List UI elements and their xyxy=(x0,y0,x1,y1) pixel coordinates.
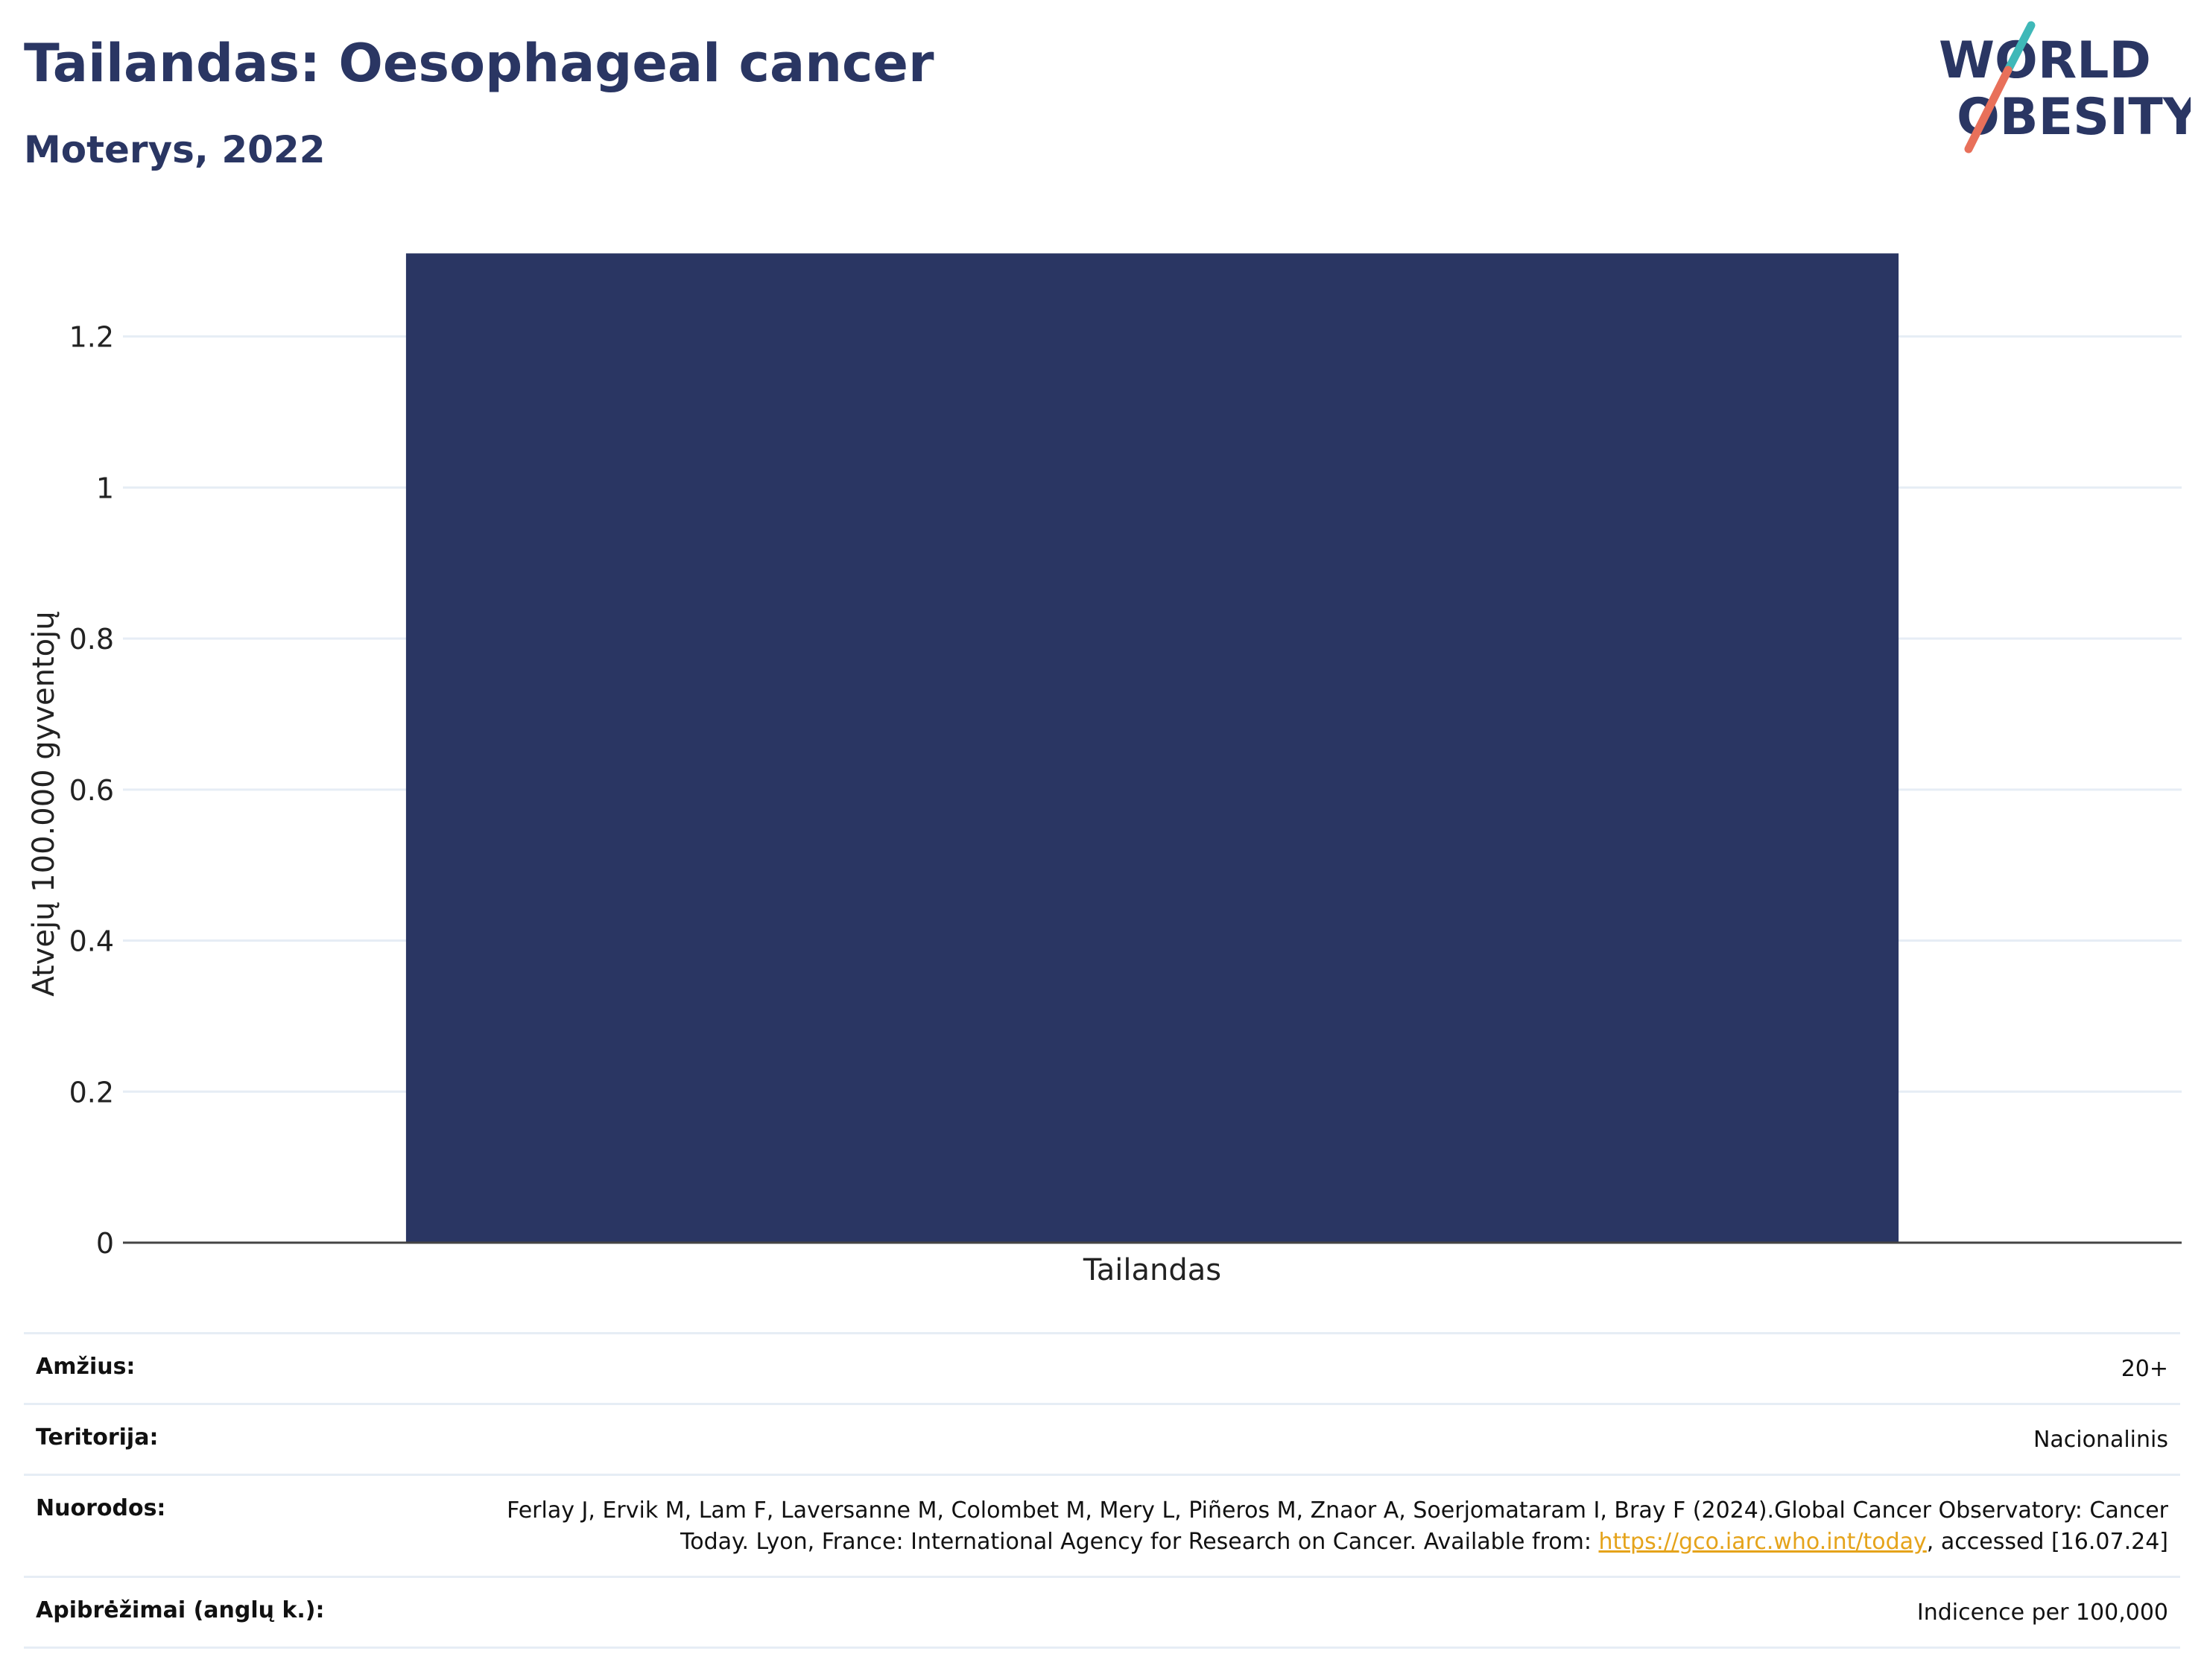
info-row-territory: Teritorija: Nacionalinis xyxy=(24,1403,2180,1474)
y-tick-label: 0.4 xyxy=(69,925,114,958)
territory-label: Teritorija: xyxy=(36,1424,159,1451)
page-title: Tailandas: Oesophageal cancer xyxy=(24,33,934,94)
y-tick-label: 1.2 xyxy=(69,321,114,354)
y-tick-label: 1 xyxy=(96,472,114,504)
x-tick-label: Tailandas xyxy=(1083,1253,1221,1287)
logo-word-1: WORLD xyxy=(1939,31,2151,90)
logo-slash-coral xyxy=(1964,66,2013,153)
y-tick-labels: 0 0.2 0.4 0.6 0.8 1 1.2 xyxy=(69,321,114,1260)
y-tick-label: 0.2 xyxy=(69,1076,114,1109)
info-row-definitions: Apibrėžimai (anglų k.): Indicence per 10… xyxy=(24,1576,2180,1649)
references-label: Nuorodos: xyxy=(36,1495,166,1521)
age-value: 20+ xyxy=(2121,1356,2168,1382)
bars xyxy=(405,253,1899,1243)
references-text: Ferlay J, Ervik M, Lam F, Laversanne M, … xyxy=(507,1497,2168,1555)
info-row-age: Amžius: 20+ xyxy=(24,1332,2180,1403)
y-tick-label: 0.8 xyxy=(69,623,114,656)
bar-chart: 0 0.2 0.4 0.6 0.8 1 1.2 Tailandas Atvejų 100.0… xyxy=(27,253,2182,1287)
logo-slash-teal xyxy=(2004,21,2036,75)
territory-value: Nacionalinis xyxy=(2033,1427,2168,1453)
world-obesity-logo: WORLD OBESITY xyxy=(1939,21,2191,153)
references-value: Ferlay J, Ervik M, Lam F, Laversanne M, … xyxy=(455,1495,2168,1558)
info-table: Amžius: 20+ Teritorija: Nacionalinis Nuo… xyxy=(24,1332,2180,1649)
bar xyxy=(405,253,1899,1243)
gco-link[interactable]: https://gco.iarc.who.int/today xyxy=(1598,1529,1927,1555)
references-accessed: , accessed [16.07.24] xyxy=(1926,1529,2168,1555)
age-label: Amžius: xyxy=(36,1354,136,1380)
y-axis-label: Atvejų 100.000 gyventojų xyxy=(27,611,61,996)
definitions-value: Indicence per 100,000 xyxy=(1916,1600,2168,1626)
info-row-references: Nuorodos: Ferlay J, Ervik M, Lam F, Lave… xyxy=(24,1474,2180,1576)
page-subtitle: Moterys, 2022 xyxy=(24,128,326,171)
y-tick-label: 0 xyxy=(96,1227,114,1260)
y-tick-label: 0.6 xyxy=(69,774,114,807)
x-tick-labels: Tailandas xyxy=(1083,1253,1221,1287)
definitions-label: Apibrėžimai (anglų k.): xyxy=(36,1597,325,1623)
